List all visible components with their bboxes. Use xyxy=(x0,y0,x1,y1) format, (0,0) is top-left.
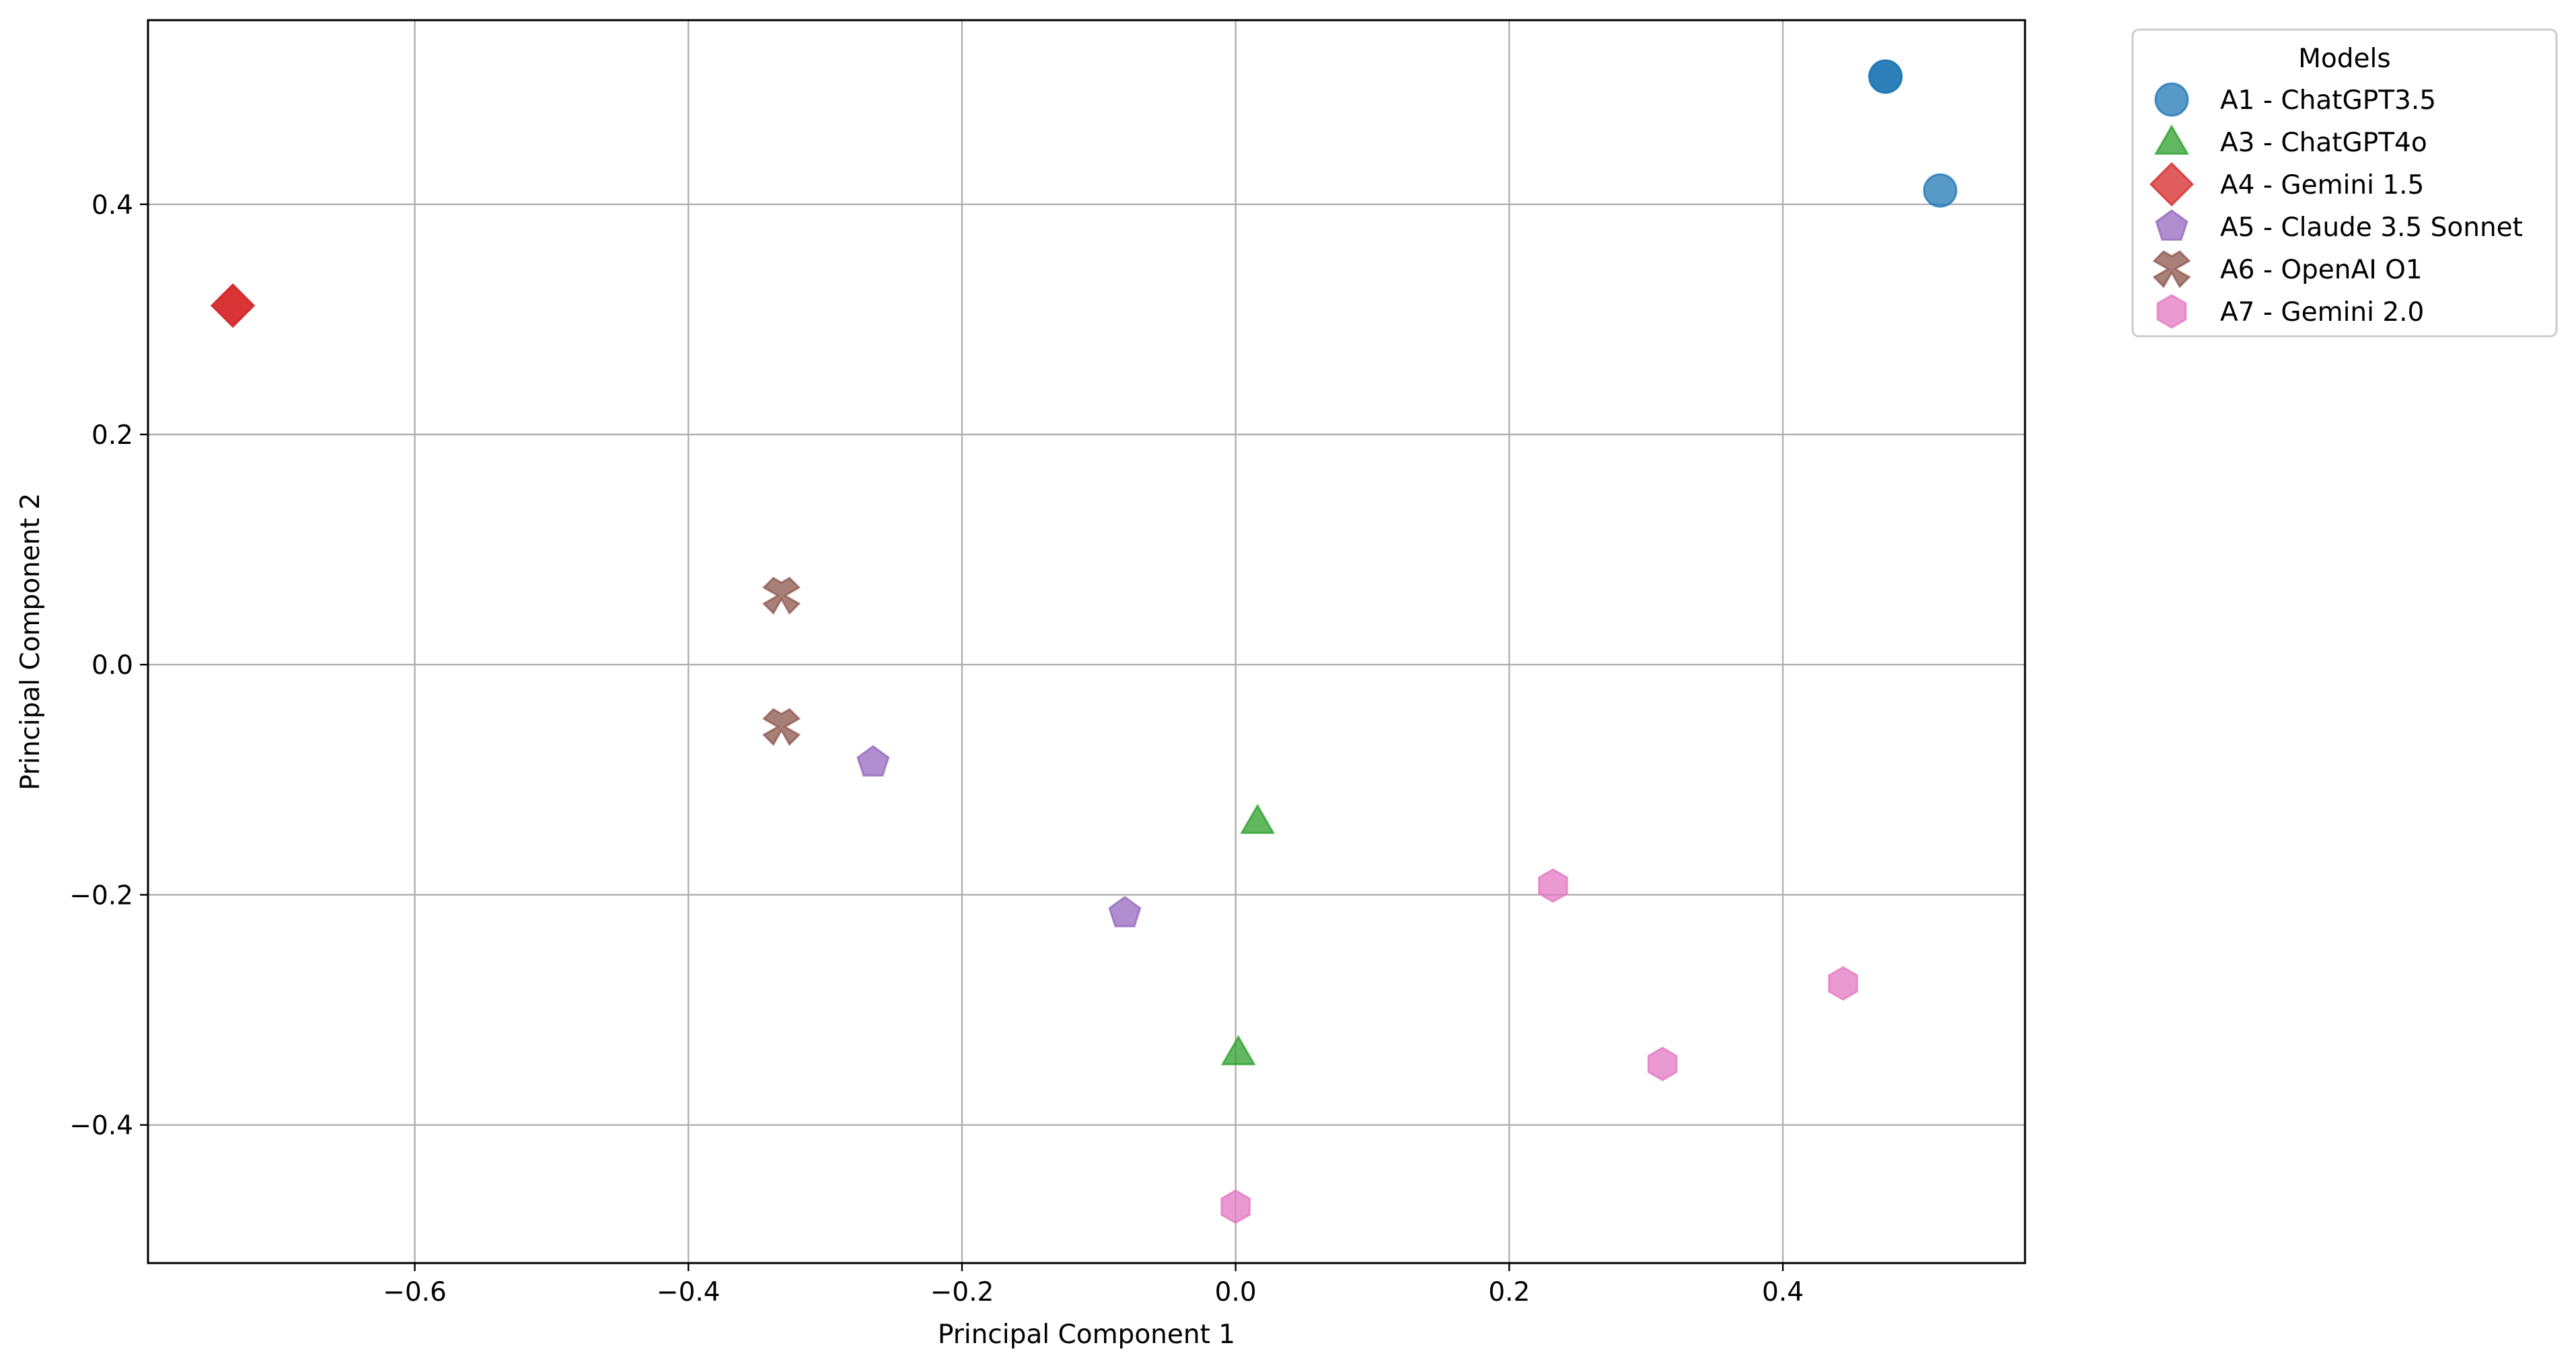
x-tick-label: −0.4 xyxy=(657,1277,721,1307)
legend-label: A3 - ChatGPT4o xyxy=(2220,128,2427,158)
x-tick-label: 0.4 xyxy=(1762,1277,1804,1307)
y-tick-label: 0.0 xyxy=(91,650,133,681)
x-tick-label: 0.0 xyxy=(1215,1277,1257,1307)
data-point xyxy=(1538,868,1568,903)
data-point xyxy=(1923,173,1958,208)
legend-marker xyxy=(2155,209,2188,241)
y-tick-label: 0.2 xyxy=(91,420,133,451)
x-tick-label: −0.6 xyxy=(383,1277,447,1307)
y-tick-label: −0.2 xyxy=(69,880,133,911)
data-point xyxy=(1240,803,1276,834)
data-points xyxy=(210,59,1958,1224)
x-axis-label: Principal Component 1 xyxy=(938,1320,1235,1350)
legend-label: A6 - OpenAI O1 xyxy=(2220,255,2423,285)
data-point xyxy=(1828,966,1858,1001)
data-point xyxy=(210,283,256,328)
x-tick-label: −0.2 xyxy=(930,1277,994,1307)
data-point xyxy=(1647,1046,1678,1081)
y-tick-label: 0.4 xyxy=(91,190,133,221)
legend-marker xyxy=(2154,124,2189,155)
data-point xyxy=(1868,59,1903,94)
data-point xyxy=(1108,895,1142,927)
data-point xyxy=(762,576,801,615)
x-tick-label: 0.2 xyxy=(1488,1277,1530,1307)
legend-marker xyxy=(2152,250,2191,289)
axis-ticks: −0.6 −0.4 −0.2 0.0 0.2 0.4 −0.4 −0.2 0.0 0.2 0.4 xyxy=(69,190,1804,1307)
grid-lines xyxy=(148,20,2025,1263)
legend: Models A1 - ChatGPT3.5 A3 - ChatGPT4o A4 -… xyxy=(2131,28,2558,338)
legend-items: A1 - ChatGPT3.5 A3 - ChatGPT4o A4 - Gemini… xyxy=(2149,82,2523,329)
legend-marker xyxy=(2149,161,2195,207)
legend-label: A7 - Gemini 2.0 xyxy=(2220,297,2424,328)
legend-label: A5 - Claude 3.5 Sonnet xyxy=(2220,213,2523,243)
plot-area-frame xyxy=(147,19,2026,1264)
data-point xyxy=(1220,1189,1251,1224)
legend-label: A4 - Gemini 1.5 xyxy=(2220,170,2424,200)
legend-marker xyxy=(2156,294,2187,329)
legend-title: Models xyxy=(2298,44,2390,74)
data-point xyxy=(1220,1034,1256,1065)
y-tick-label: −0.4 xyxy=(69,1111,133,1141)
y-axis-label: Principal Component 2 xyxy=(15,493,46,790)
data-point xyxy=(762,708,801,747)
data-point xyxy=(856,745,890,777)
legend-marker xyxy=(2154,82,2189,117)
legend-label: A1 - ChatGPT3.5 xyxy=(2220,85,2436,116)
legend-frame xyxy=(2131,28,2558,338)
